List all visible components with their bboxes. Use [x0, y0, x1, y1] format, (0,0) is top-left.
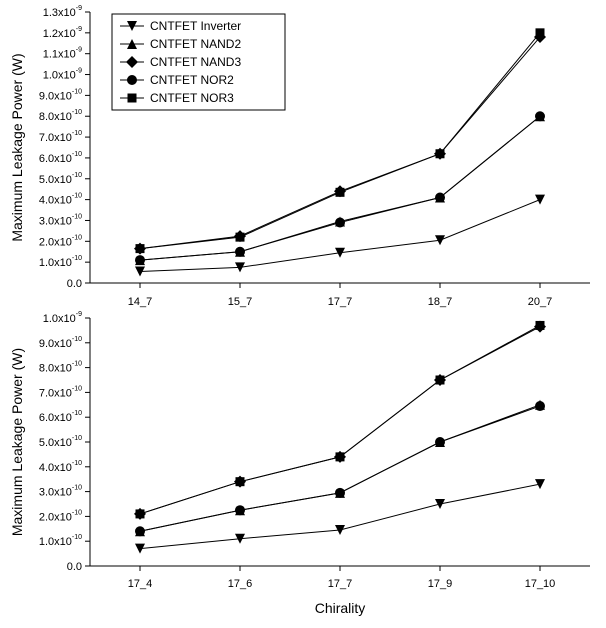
y-tick-label: 9.0x10-10 — [39, 88, 82, 102]
data-point-circle — [335, 217, 345, 228]
data-point-circle — [435, 437, 445, 447]
y-tick-label: 1.2x10-9 — [43, 26, 82, 40]
series-circle — [135, 111, 545, 266]
data-point-square — [535, 320, 545, 330]
data-point-square — [435, 149, 445, 159]
legend-label: CNTFET Inverter — [150, 19, 241, 33]
y-tick-label: 1.3x10-9 — [43, 5, 82, 19]
series-square — [135, 28, 545, 254]
legend-label: CNTFET NAND2 — [150, 37, 241, 51]
y-tick-label: 1.0x10-10 — [39, 534, 82, 548]
data-point-circle — [535, 401, 545, 412]
y-tick-label: 1.0x10-10 — [39, 255, 82, 269]
x-tick-label: 17_6 — [228, 578, 252, 590]
series-triangle-up — [135, 399, 545, 537]
legend-marker-diamond — [126, 56, 138, 68]
y-tick-label: 1.1x10-9 — [43, 47, 82, 61]
legend-label: CNTFET NAND3 — [150, 55, 241, 69]
y-tick-label: 9.0x10-10 — [39, 336, 82, 350]
y-axis-title: Maximum Leakage Power (W) — [9, 53, 25, 241]
data-point-circle — [235, 505, 245, 516]
data-point-square — [235, 477, 245, 487]
y-tick-label: 0.0 — [67, 278, 82, 290]
series-line — [139, 405, 541, 532]
legend-marker-triangle-down — [127, 21, 137, 31]
data-point-triangle-down — [235, 262, 245, 273]
data-point-triangle-down — [435, 499, 445, 509]
y-tick-label: 2.0x10-10 — [39, 509, 82, 523]
x-axis-title: Chirality — [315, 600, 366, 616]
data-point-circle — [535, 111, 545, 122]
data-point-triangle-down — [335, 525, 345, 536]
y-tick-label: 7.0x10-10 — [39, 130, 82, 144]
legend-marker-triangle-up — [127, 39, 137, 49]
x-tick-label: 17_7 — [328, 578, 352, 590]
data-point-square — [335, 187, 345, 197]
data-point-circle — [135, 255, 145, 266]
x-tick-label: 17_4 — [128, 578, 152, 590]
y-axis-title: Maximum Leakage Power (W) — [9, 348, 25, 536]
data-point-triangle-down — [135, 266, 145, 277]
legend-label: CNTFET NOR3 — [150, 91, 234, 105]
y-tick-label: 4.0x10-10 — [39, 193, 82, 207]
series-line — [139, 326, 541, 515]
series-line — [139, 199, 541, 273]
series-square — [135, 320, 545, 519]
series-line — [139, 404, 541, 532]
chart-panel-top: 0.0 1.0x10-10 2.0x10-10 3.0x10-10 4.0x10-10 5… — [9, 5, 590, 308]
series-circle — [135, 401, 545, 537]
y-tick-label: 5.0x10-10 — [39, 172, 82, 186]
x-tick-label: 14_7 — [128, 296, 152, 308]
y-tick-label: 6.0x10-10 — [39, 151, 82, 165]
y-tick-label: 2.0x10-10 — [39, 234, 82, 248]
y-tick-label: 1.0x10-9 — [43, 68, 82, 82]
data-point-square — [535, 28, 545, 38]
y-tick-label: 3.0x10-10 — [39, 213, 82, 227]
data-point-circle — [135, 526, 145, 537]
legend-label: CNTFET NOR2 — [150, 73, 234, 87]
data-point-square — [335, 452, 345, 462]
legend-marker-square — [127, 93, 137, 103]
y-tick-label: 6.0x10-10 — [39, 410, 82, 424]
y-tick-label: 4.0x10-10 — [39, 460, 82, 474]
data-point-square — [135, 244, 145, 254]
y-tick-label: 7.0x10-10 — [39, 385, 82, 399]
series-line — [139, 325, 541, 515]
legend: CNTFET Inverter CNTFET NAND2 CNTFET NAND3 C… — [111, 13, 286, 111]
x-tick-label: 17_9 — [428, 578, 452, 590]
data-point-square — [235, 232, 245, 242]
data-point-square — [435, 375, 445, 385]
y-tick-label: 1.0x10-9 — [43, 311, 82, 325]
y-tick-label: 8.0x10-10 — [39, 361, 82, 375]
data-point-square — [135, 509, 145, 519]
x-tick-label: 15_7 — [228, 296, 252, 308]
y-tick-label: 0.0 — [67, 561, 82, 573]
data-point-triangle-down — [435, 235, 445, 246]
y-tick-label: 3.0x10-10 — [39, 485, 82, 499]
x-tick-label: 17_10 — [525, 578, 556, 590]
x-tick-label: 18_7 — [428, 296, 452, 308]
data-point-triangle-down — [535, 194, 545, 205]
data-point-triangle-down — [335, 247, 345, 258]
data-point-triangle-down — [235, 533, 245, 544]
data-point-triangle-down — [135, 543, 145, 554]
chart-panel-bottom: 0.0 1.0x10-10 2.0x10-10 3.0x10-10 4.0x10-10 5… — [9, 311, 590, 616]
x-tick-label: 17_7 — [328, 296, 352, 308]
y-tick-label: 8.0x10-10 — [39, 109, 82, 123]
x-tick-label: 20_7 — [528, 296, 552, 308]
y-tick-label: 5.0x10-10 — [39, 435, 82, 449]
data-point-triangle-down — [535, 479, 545, 490]
legend-marker-circle — [127, 75, 137, 85]
data-point-circle — [435, 192, 445, 203]
data-point-circle — [235, 246, 245, 257]
data-point-circle — [335, 487, 345, 498]
series-triangle-down — [135, 479, 545, 554]
series-triangle-down — [135, 194, 545, 277]
